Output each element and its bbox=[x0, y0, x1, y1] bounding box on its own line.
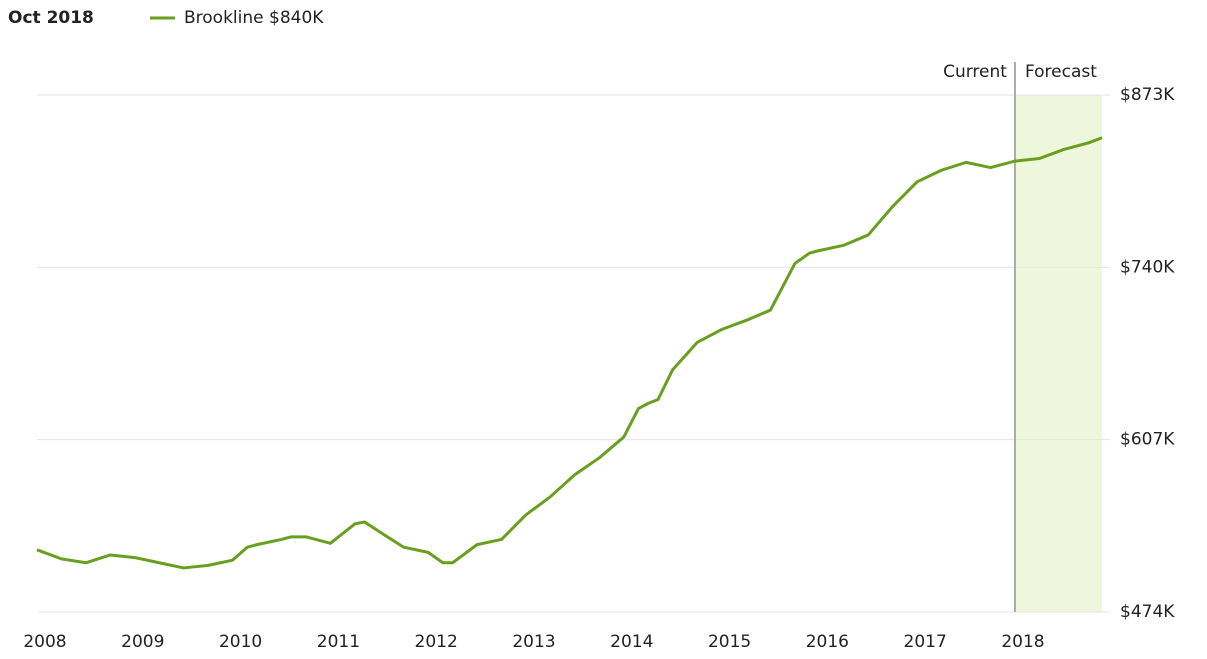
x-tick-label: 2015 bbox=[708, 632, 751, 652]
x-tick-label: 2017 bbox=[904, 632, 947, 652]
x-tick-label: 2013 bbox=[512, 632, 555, 652]
x-tick-label: 2014 bbox=[610, 632, 653, 652]
x-tick-label: 2011 bbox=[317, 632, 360, 652]
y-tick-label: $474K bbox=[1120, 602, 1175, 622]
chart-title: Oct 2018 bbox=[8, 8, 94, 28]
series-line bbox=[36, 136, 1103, 570]
x-tick-label: 2009 bbox=[121, 632, 164, 652]
legend-label: Brookline $840K bbox=[184, 8, 324, 28]
x-tick-label: 2010 bbox=[219, 632, 262, 652]
forecast-label: Forecast bbox=[1025, 62, 1097, 82]
y-tick-label: $873K bbox=[1120, 85, 1175, 105]
y-tick-label: $740K bbox=[1120, 257, 1175, 277]
x-tick-label: 2018 bbox=[1001, 632, 1044, 652]
x-tick-label: 2008 bbox=[23, 632, 66, 652]
y-tick-label: $607K bbox=[1120, 430, 1175, 450]
forecast-region bbox=[1014, 95, 1102, 612]
current-label: Current bbox=[943, 62, 1007, 82]
x-tick-label: 2012 bbox=[415, 632, 458, 652]
x-tick-label: 2016 bbox=[806, 632, 849, 652]
